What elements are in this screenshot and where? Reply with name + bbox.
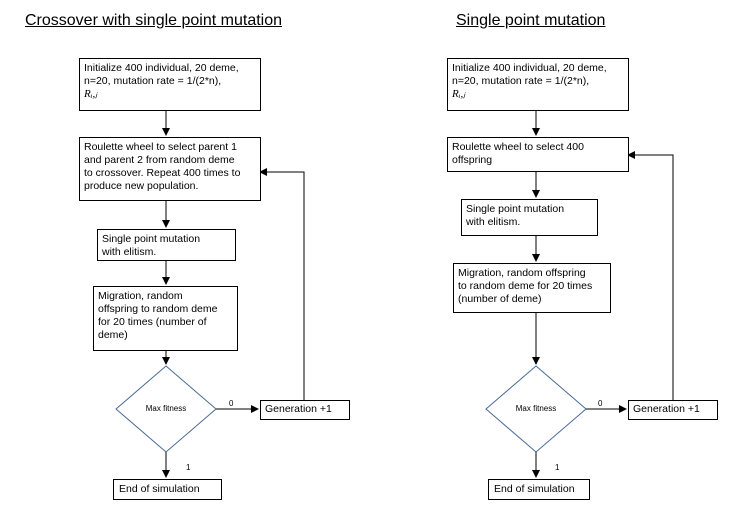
right-init-text: Initialize 400 individual, 20 deme, n=20… <box>452 62 607 87</box>
left-end-box: End of simulation <box>113 479 222 500</box>
left-edge-label-yes: 1 <box>186 463 191 472</box>
right-chart-title: Single point mutation <box>456 12 606 29</box>
left-generation-box: Generation +1 <box>260 400 350 420</box>
right-select-box: Roulette wheel to select 400 offspring <box>447 137 629 172</box>
left-mutation-box: Single point mutation with elitism. <box>97 229 236 261</box>
left-init-box: Initialize 400 individual, 20 deme, n=20… <box>79 58 261 111</box>
left-decision-label: Max fitness <box>145 404 187 413</box>
left-select-box: Roulette wheel to select parent 1 and pa… <box>79 137 261 201</box>
right-arrow-generation-loop <box>627 151 674 400</box>
left-chart-title: Crossover with single point mutation <box>25 12 283 29</box>
right-mutation-box: Single point mutation with elitism. <box>461 199 598 236</box>
left-edge-label-no: 0 <box>229 399 234 408</box>
right-init-symbol: Rᵢ,ⱼ <box>452 88 466 100</box>
left-arrow-generation-loop <box>259 168 305 400</box>
right-generation-box: Generation +1 <box>628 400 718 420</box>
left-init-text: Initialize 400 individual, 20 deme, n=20… <box>84 62 239 87</box>
right-init-box: Initialize 400 individual, 20 deme, n=20… <box>447 58 629 111</box>
left-migration-box: Migration, random offspring to random de… <box>93 286 238 351</box>
right-edge-label-yes: 1 <box>555 463 560 472</box>
left-init-symbol: Rᵢ,ⱼ <box>84 88 98 100</box>
right-decision-label: Max fitness <box>515 404 557 413</box>
right-edge-label-no: 0 <box>598 399 603 408</box>
right-end-box: End of simulation <box>488 479 590 500</box>
right-migration-box: Migration, random offspring to random de… <box>453 263 611 313</box>
